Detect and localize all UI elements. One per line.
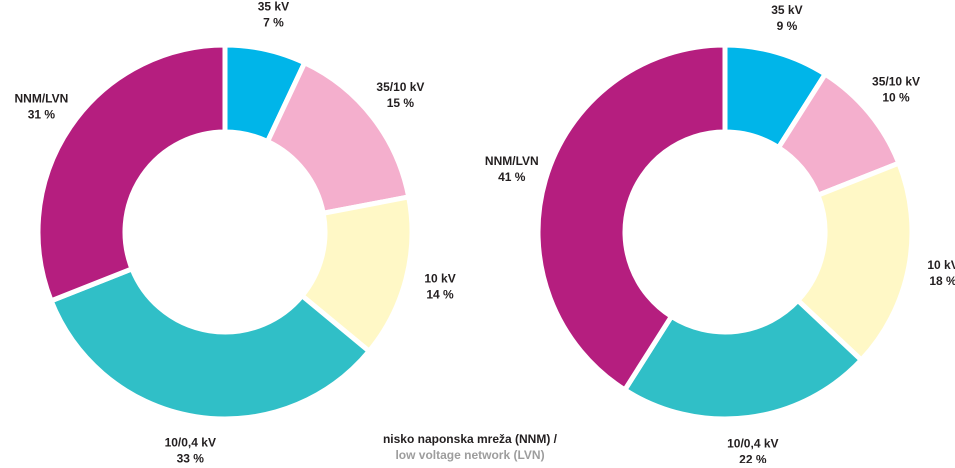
slice-label: NNM/LVN [14, 91, 68, 105]
slice-label: 10/0,4 kV [165, 435, 216, 449]
footnote: nisko naponska mreža (NNM) / [383, 432, 558, 446]
slice-value: 41 % [498, 170, 526, 184]
donut-slice [535, 42, 728, 394]
slice-value: 10 % [882, 91, 910, 105]
slice-label: 35/10 kV [376, 80, 424, 94]
slice-label: 35 kV [258, 0, 289, 14]
donut-slice [621, 296, 865, 422]
slice-value: 7 % [263, 16, 284, 30]
footnote: low voltage network (LVN) [395, 448, 544, 462]
slice-label: 10 kV [424, 271, 455, 285]
slice-value: 22 % [739, 452, 767, 463]
donut-slice [47, 265, 373, 422]
slice-value: 15 % [387, 96, 415, 110]
slice-value: 33 % [177, 451, 205, 463]
slice-value: 14 % [426, 287, 454, 301]
donut-slice [35, 42, 228, 305]
slice-label: 10 kV [927, 258, 955, 272]
slice-label: 35/10 kV [872, 75, 920, 89]
slice-value: 9 % [777, 19, 798, 33]
slice-value: 31 % [28, 107, 56, 121]
donut-slice [794, 159, 915, 364]
slice-label: NNM/LVN [485, 154, 539, 168]
slice-label: 35 kV [771, 3, 802, 17]
slice-value: 18 % [929, 274, 955, 288]
slice-label: 10/0,4 kV [727, 436, 778, 450]
